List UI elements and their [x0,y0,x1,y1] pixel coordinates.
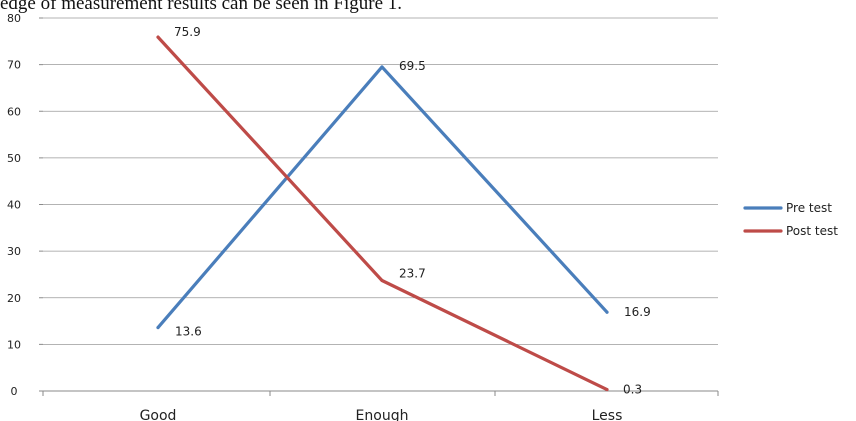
document-text-line: edge of measurement results can be seen … [0,0,403,14]
data-label: 13.6 [175,325,202,339]
data-label: 0.3 [623,383,642,397]
y-tick-label: 40 [7,199,21,212]
data-point [156,326,160,330]
data-label: 75.9 [174,25,201,39]
y-tick-label: 50 [7,152,21,165]
y-tick-label: 20 [7,292,21,305]
x-tick-label: Less [592,408,623,421]
y-tick-label: 0 [11,385,18,398]
x-tick-label: Enough [356,408,409,421]
data-point [380,278,384,282]
y-tick-label: 70 [7,59,21,72]
series-line-post-test [156,35,609,392]
data-point [380,65,384,69]
y-tick-label: 10 [7,338,21,351]
x-tick-label: Good [140,408,177,421]
y-tick-label: 30 [7,245,21,258]
data-label: 69.5 [399,59,426,73]
data-label: 23.7 [399,266,426,280]
y-tick-label: 60 [7,105,21,118]
series-line-pre-test [156,65,609,330]
data-point [605,388,609,392]
y-tick-label: 80 [7,12,21,25]
data-point [156,35,160,39]
data-point [605,310,609,314]
data-label: 16.9 [624,305,651,319]
legend-item: Post test [786,224,838,238]
legend-item: Pre test [786,201,832,215]
